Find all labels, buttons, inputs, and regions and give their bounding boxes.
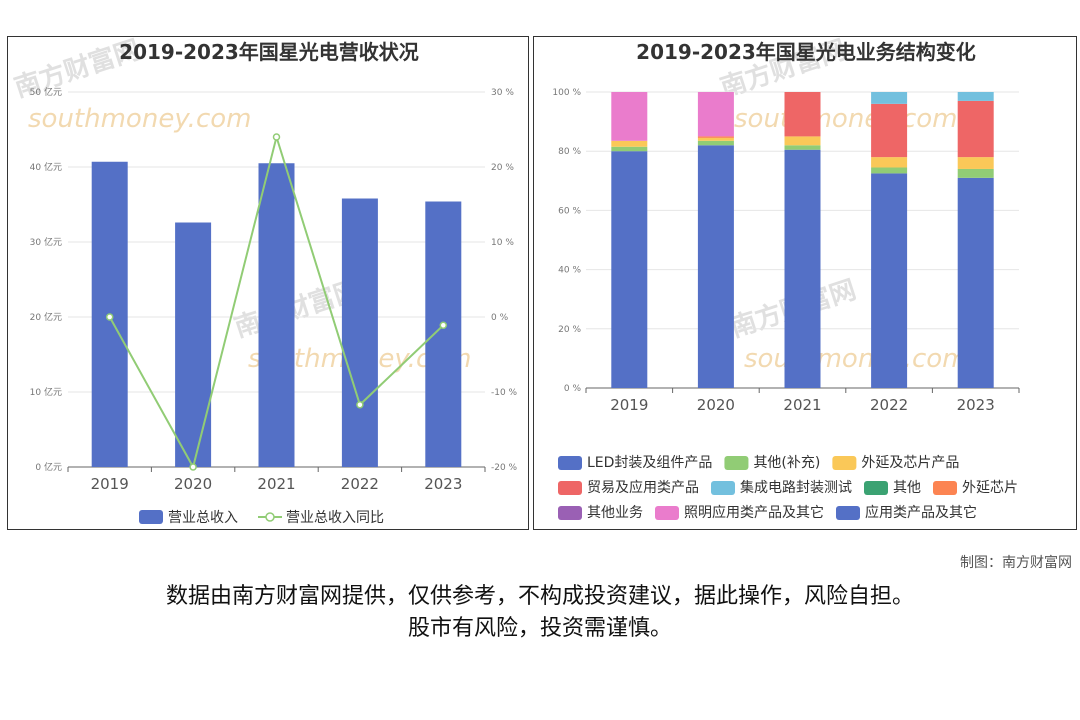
bar-revenue-2023 <box>425 201 462 467</box>
legend-label-8: 照明应用类产品及其它 <box>684 504 824 521</box>
legend-label-9: 应用类产品及其它 <box>865 504 977 521</box>
disclaimer-line-2: 股市有风险，投资需谨慎。 <box>407 616 672 641</box>
legend-swatch-6 <box>933 481 957 495</box>
bar-segment-1-2021 <box>784 145 821 150</box>
x-tick-label: 2023 <box>957 396 995 414</box>
legend-label-revenue: 营业总收入 <box>168 510 238 526</box>
y-tick-label: 40 % <box>558 266 581 276</box>
x-tick-label: 2021 <box>257 475 295 493</box>
bar-segment-0-2021 <box>784 149 821 388</box>
y-tick-label: 0 % <box>564 384 582 394</box>
y-right-tick-label: 0 % <box>491 313 509 323</box>
watermark-en: southmoney.com <box>28 104 251 134</box>
legend-label-yoy: 营业总收入同比 <box>286 510 384 526</box>
x-tick-label: 2019 <box>91 475 129 493</box>
y-tick-label: 60 % <box>558 206 581 216</box>
bar-segment-1-2020 <box>697 140 734 146</box>
y-tick-label: 100 % <box>552 88 581 98</box>
y-right-tick-label: -20 % <box>491 463 518 473</box>
bar-segment-6-2020 <box>697 136 734 138</box>
bar-segment-3-2023 <box>957 100 994 158</box>
point-yoy-2022 <box>356 401 364 409</box>
bar-segment-0-2022 <box>871 173 908 388</box>
legend-swatch-revenue <box>139 510 163 524</box>
legend-swatch-yoy-marker <box>265 512 275 522</box>
legend-label-7: 其他业务 <box>587 505 643 521</box>
bar-segment-8-2019 <box>611 92 648 141</box>
bar-segment-0-2019 <box>611 151 648 388</box>
business-structure-chart-panel: 南方财富网southmoney.com南方财富网southmoney.com0 … <box>533 36 1077 530</box>
bar-revenue-2021 <box>258 163 295 467</box>
bar-segment-2-2021 <box>784 136 821 146</box>
point-yoy-2020 <box>189 463 197 471</box>
y-right-tick-label: -10 % <box>491 388 518 398</box>
legend-swatch-5 <box>864 481 888 495</box>
x-tick-label: 2022 <box>341 475 379 493</box>
legend-label-0: LED封装及组件产品 <box>587 455 712 471</box>
bar-revenue-2020 <box>175 222 212 467</box>
bar-segment-2-2023 <box>957 157 994 169</box>
y-tick-label: 20 % <box>558 325 581 335</box>
y-tick-label: 80 % <box>558 147 581 157</box>
y-left-tick-label: 30 亿元 <box>30 236 62 248</box>
x-tick-label: 2020 <box>174 475 212 493</box>
y-left-tick-label: 50 亿元 <box>30 86 62 98</box>
disclaimer: 数据由南方财富网提供，仅供参考，不构成投资建议，据此操作，风险自担。 股市有风险… <box>0 581 1080 645</box>
legend-label-4: 集成电路封装测试 <box>740 479 852 496</box>
x-tick-label: 2020 <box>697 396 735 414</box>
x-tick-label: 2022 <box>870 396 908 414</box>
legend-label-2: 外延及芯片产品 <box>861 455 959 471</box>
y-right-tick-label: 10 % <box>491 238 514 248</box>
revenue-chart-panel: 南方财富网southmoney.com南方财富网southmoney.com0 … <box>7 36 529 530</box>
bar-segment-2-2022 <box>871 157 908 168</box>
bar-segment-1-2019 <box>611 146 648 152</box>
bar-segment-2-2019 <box>611 140 648 147</box>
business-structure-chart: 南方财富网southmoney.com南方财富网southmoney.com0 … <box>552 37 1020 521</box>
bar-segment-3-2022 <box>871 103 908 158</box>
y-left-tick-label: 20 亿元 <box>30 311 62 323</box>
chart-title: 2019-2023年国星光电营收状况 <box>119 40 419 64</box>
watermark-en: southmoney.com <box>744 344 967 374</box>
x-tick-label: 2021 <box>783 396 821 414</box>
point-yoy-2023 <box>439 321 448 329</box>
bar-segment-0-2023 <box>957 177 994 388</box>
y-right-tick-label: 20 % <box>491 163 514 173</box>
legend-label-5: 其他 <box>893 480 921 496</box>
legend-label-6: 外延芯片 <box>962 480 1018 496</box>
bar-segment-1-2023 <box>957 168 994 178</box>
x-tick-label: 2023 <box>424 475 462 493</box>
point-yoy-2021 <box>272 133 281 141</box>
legend-swatch-1 <box>724 456 749 470</box>
legend-swatch-0 <box>558 456 582 470</box>
revenue-chart: 南方财富网southmoney.com南方财富网southmoney.com0 … <box>11 37 518 526</box>
y-left-tick-label: 0 亿元 <box>35 461 62 473</box>
point-yoy-2019 <box>105 313 114 321</box>
y-left-tick-label: 10 亿元 <box>30 386 62 398</box>
legend-swatch-4 <box>711 481 735 495</box>
chart-title: 2019-2023年国星光电业务结构变化 <box>636 40 976 64</box>
bar-segment-0-2020 <box>697 145 734 388</box>
bar-segment-2-2020 <box>697 137 734 141</box>
legend-swatch-8 <box>655 506 679 520</box>
x-tick-label: 2019 <box>610 396 648 414</box>
legend-swatch-7 <box>558 506 582 520</box>
y-left-tick-label: 40 亿元 <box>30 161 62 173</box>
legend-swatch-3 <box>558 481 582 495</box>
legend-swatch-9 <box>836 506 860 520</box>
bar-revenue-2022 <box>341 198 378 467</box>
bar-segment-4-2023 <box>957 92 994 101</box>
watermark-en: southmoney.com <box>734 104 957 134</box>
bar-segment-1-2022 <box>871 167 908 174</box>
y-right-tick-label: 30 % <box>491 88 514 98</box>
bar-segment-3-2021 <box>784 92 821 137</box>
legend-label-1: 其他(补充) <box>753 455 820 471</box>
disclaimer-line-1: 数据由南方财富网提供，仅供参考，不构成投资建议，据此操作，风险自担。 <box>165 584 914 609</box>
bar-segment-8-2020 <box>697 92 734 137</box>
legend-swatch-2 <box>832 456 857 470</box>
bar-segment-4-2022 <box>871 92 908 104</box>
chart-credit: 制图：南方财富网 <box>960 555 1072 571</box>
legend-label-3: 贸易及应用类产品 <box>587 479 699 496</box>
